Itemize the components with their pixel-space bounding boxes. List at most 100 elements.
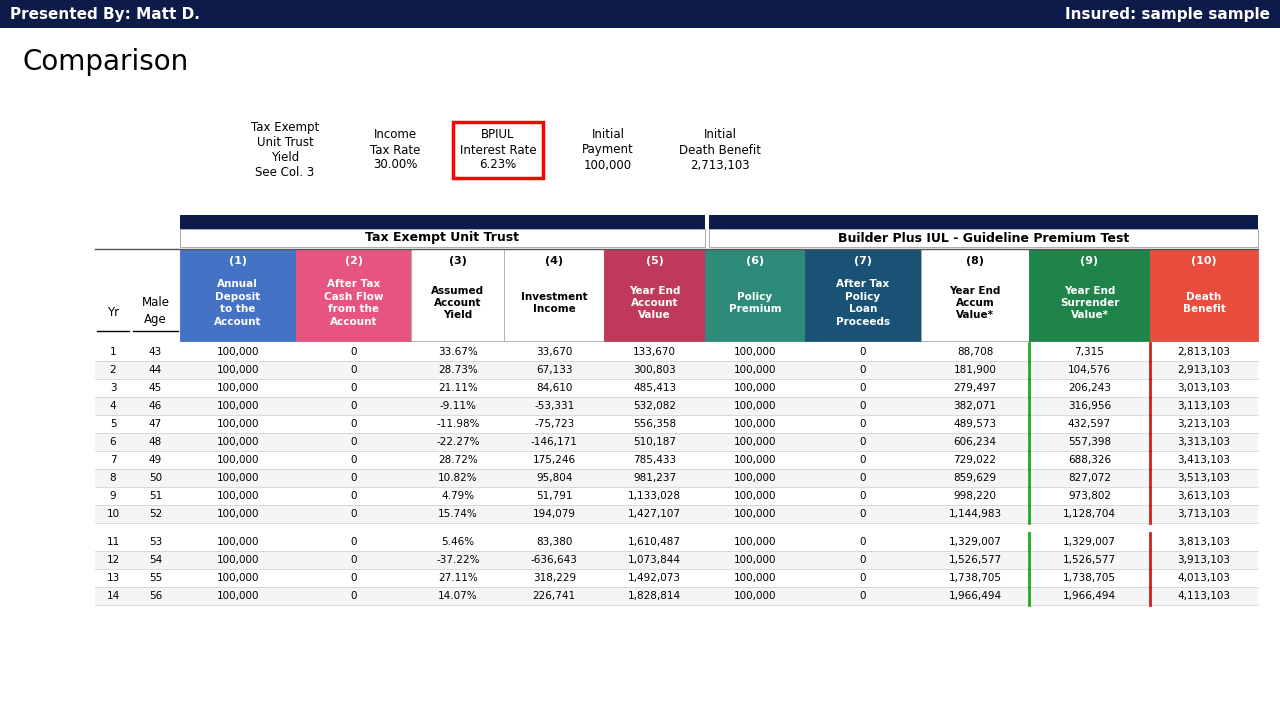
Text: -37.22%: -37.22%	[436, 555, 480, 565]
Text: 194,079: 194,079	[532, 509, 576, 519]
Text: Initial
Death Benefit
2,713,103: Initial Death Benefit 2,713,103	[678, 128, 762, 171]
Text: 973,802: 973,802	[1068, 491, 1111, 501]
Text: Yr: Yr	[108, 307, 119, 320]
Text: 532,082: 532,082	[634, 401, 676, 411]
Bar	[1029, 249, 1149, 341]
Bar	[180, 229, 705, 247]
Text: Year End
Surrender
Value*: Year End Surrender Value*	[1060, 286, 1119, 320]
Text: 0: 0	[351, 437, 357, 447]
Text: Presented By: Matt D.: Presented By: Matt D.	[10, 6, 200, 22]
Text: 51,791: 51,791	[536, 491, 572, 501]
Text: 175,246: 175,246	[532, 455, 576, 465]
Text: 2,813,103: 2,813,103	[1178, 347, 1230, 357]
Text: 510,187: 510,187	[634, 437, 676, 447]
Text: 54: 54	[148, 555, 163, 565]
Text: 33,670: 33,670	[536, 347, 572, 357]
Text: 133,670: 133,670	[634, 347, 676, 357]
Text: 10.82%: 10.82%	[438, 473, 477, 483]
Text: Death
Benefit: Death Benefit	[1183, 292, 1225, 314]
Text: 15.74%: 15.74%	[438, 509, 477, 519]
Text: 100,000: 100,000	[216, 365, 259, 375]
Text: Insured: sample sample: Insured: sample sample	[1065, 6, 1270, 22]
Text: 1,427,107: 1,427,107	[628, 509, 681, 519]
Text: BPIUL
Interest Rate
6.23%: BPIUL Interest Rate 6.23%	[460, 128, 536, 171]
Text: 13: 13	[106, 573, 119, 583]
Text: 9: 9	[110, 491, 116, 501]
Text: 100,000: 100,000	[216, 573, 259, 583]
Text: 6: 6	[110, 437, 116, 447]
Text: 1,526,577: 1,526,577	[948, 555, 1001, 565]
Bar	[95, 505, 1258, 523]
Text: 0: 0	[860, 437, 867, 447]
Text: Income
Tax Rate
30.00%: Income Tax Rate 30.00%	[370, 128, 420, 171]
Text: 1,610,487: 1,610,487	[628, 537, 681, 547]
Text: Tax Exempt
Unit Trust
Yield
See Col. 3: Tax Exempt Unit Trust Yield See Col. 3	[251, 121, 319, 179]
Text: (4): (4)	[545, 256, 563, 266]
Text: 88,708: 88,708	[956, 347, 993, 357]
Text: 100,000: 100,000	[733, 537, 776, 547]
Bar	[296, 249, 411, 341]
Bar	[95, 415, 1258, 433]
Bar	[95, 343, 1258, 361]
Text: (10): (10)	[1192, 256, 1217, 266]
Text: 606,234: 606,234	[954, 437, 996, 447]
Text: 100,000: 100,000	[216, 491, 259, 501]
Text: 100,000: 100,000	[733, 383, 776, 393]
Text: (5): (5)	[645, 256, 663, 266]
Text: 45: 45	[148, 383, 163, 393]
Text: After Tax
Cash Flow
from the
Account: After Tax Cash Flow from the Account	[324, 279, 383, 327]
Text: 100,000: 100,000	[216, 591, 259, 601]
Text: 28.72%: 28.72%	[438, 455, 477, 465]
Text: 1,966,494: 1,966,494	[948, 591, 1001, 601]
Bar	[95, 379, 1258, 397]
Text: 104,576: 104,576	[1068, 365, 1111, 375]
Text: 0: 0	[860, 537, 867, 547]
Bar	[504, 249, 604, 341]
Text: 1,738,705: 1,738,705	[948, 573, 1001, 583]
Text: 100,000: 100,000	[733, 555, 776, 565]
Text: 1,133,028: 1,133,028	[628, 491, 681, 501]
Text: 51: 51	[148, 491, 163, 501]
Text: 1,966,494: 1,966,494	[1062, 591, 1116, 601]
Text: -75,723: -75,723	[534, 419, 575, 429]
Text: 48: 48	[148, 437, 163, 447]
Bar	[95, 469, 1258, 487]
Text: 5: 5	[110, 419, 116, 429]
Text: 2: 2	[110, 365, 116, 375]
Text: 4,013,103: 4,013,103	[1178, 573, 1230, 583]
Bar	[95, 587, 1258, 605]
Text: 7: 7	[110, 455, 116, 465]
Text: 100,000: 100,000	[733, 347, 776, 357]
Text: 43: 43	[148, 347, 163, 357]
Text: 3,913,103: 3,913,103	[1178, 555, 1230, 565]
Text: Tax Exempt Unit Trust: Tax Exempt Unit Trust	[365, 232, 520, 245]
Text: 181,900: 181,900	[954, 365, 996, 375]
Text: 1,128,704: 1,128,704	[1062, 509, 1116, 519]
Bar	[95, 487, 1258, 505]
Text: 49: 49	[148, 455, 163, 465]
Text: 0: 0	[860, 591, 867, 601]
Bar	[0, 0, 1280, 28]
Text: 100,000: 100,000	[216, 537, 259, 547]
Text: 4.79%: 4.79%	[442, 491, 475, 501]
Text: 3,713,103: 3,713,103	[1178, 509, 1230, 519]
Text: 0: 0	[860, 419, 867, 429]
Text: 100,000: 100,000	[733, 401, 776, 411]
Text: 100,000: 100,000	[733, 455, 776, 465]
Bar	[180, 215, 705, 229]
Text: 1,828,814: 1,828,814	[628, 591, 681, 601]
Text: 1,329,007: 1,329,007	[1062, 537, 1116, 547]
Text: (6): (6)	[746, 256, 764, 266]
Text: 3,313,103: 3,313,103	[1178, 437, 1230, 447]
Text: Builder Plus IUL - Guideline Premium Test: Builder Plus IUL - Guideline Premium Tes…	[838, 232, 1129, 245]
Text: 55: 55	[148, 573, 163, 583]
Bar	[95, 569, 1258, 587]
Text: 0: 0	[351, 473, 357, 483]
Text: 14.07%: 14.07%	[438, 591, 477, 601]
Text: 0: 0	[860, 383, 867, 393]
Text: 52: 52	[148, 509, 163, 519]
Text: 21.11%: 21.11%	[438, 383, 477, 393]
Text: 46: 46	[148, 401, 163, 411]
Text: 83,380: 83,380	[536, 537, 572, 547]
Text: 827,072: 827,072	[1068, 473, 1111, 483]
